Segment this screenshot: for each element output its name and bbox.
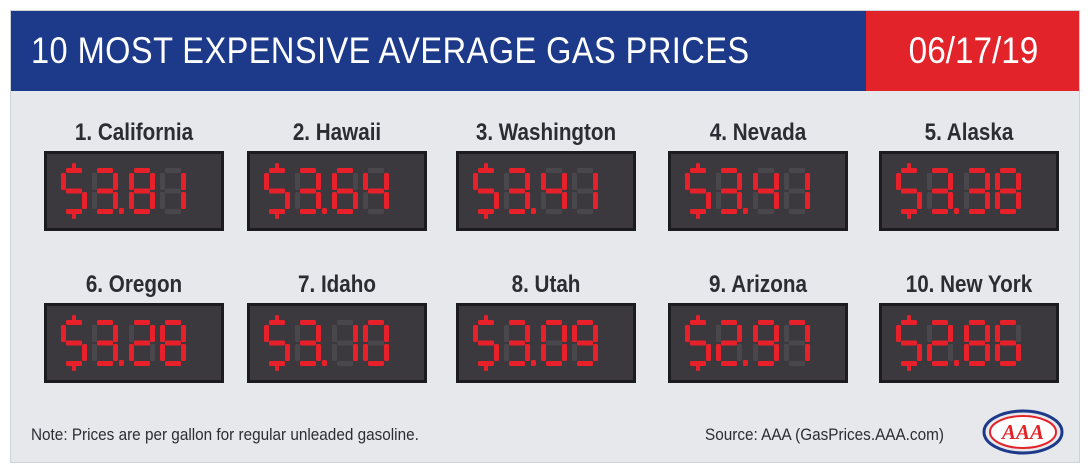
price-digits	[264, 315, 389, 371]
price-display	[668, 303, 848, 383]
header: 10 MOST EXPENSIVE AVERAGE GAS PRICES 06/…	[11, 11, 1079, 91]
price-digits	[473, 315, 598, 371]
price-digits	[685, 315, 810, 371]
logo-text: AAA	[1000, 420, 1044, 444]
state-label: 1. California	[74, 119, 194, 146]
price-display	[247, 303, 427, 383]
price-grid: 1. California 2. Hawaii 3. Washington 4. Ne…	[11, 91, 1079, 411]
price-display	[247, 151, 427, 231]
footer-note: Note: Prices are per gallon for regular …	[31, 425, 419, 444]
price-digits	[264, 163, 389, 219]
state-label: 5. Alaska	[924, 119, 1014, 146]
state-label: 8. Utah	[511, 271, 581, 298]
page-title: 10 MOST EXPENSIVE AVERAGE GAS PRICES	[31, 30, 750, 71]
footer-source: Source: AAA (GasPrices.AAA.com)	[705, 425, 944, 444]
title-bar: 10 MOST EXPENSIVE AVERAGE GAS PRICES	[11, 11, 866, 91]
gas-prices-card: 10 MOST EXPENSIVE AVERAGE GAS PRICES 06/…	[10, 10, 1080, 463]
state-label: 10. New York	[905, 271, 1033, 298]
date-bar: 06/17/19	[866, 11, 1079, 91]
price-display	[44, 151, 224, 231]
price-digits	[61, 163, 186, 219]
price-digits	[61, 315, 186, 371]
price-display	[668, 151, 848, 231]
price-display	[879, 151, 1059, 231]
price-display	[456, 303, 636, 383]
price-display	[456, 151, 636, 231]
state-label: 2. Hawaii	[292, 119, 382, 146]
state-label: 7. Idaho	[298, 271, 376, 298]
price-display	[44, 303, 224, 383]
date-label: 06/17/19	[908, 30, 1039, 71]
price-digits	[896, 315, 1021, 371]
price-digits	[685, 163, 810, 219]
state-label: 4. Nevada	[709, 119, 807, 146]
state-label: 6. Oregon	[85, 271, 183, 298]
price-display	[879, 303, 1059, 383]
price-digits	[473, 163, 598, 219]
state-label: 3. Washington	[475, 119, 617, 146]
price-digits	[896, 163, 1021, 219]
aaa-logo-icon: AAA	[982, 409, 1064, 455]
state-label: 9. Arizona	[709, 271, 807, 298]
